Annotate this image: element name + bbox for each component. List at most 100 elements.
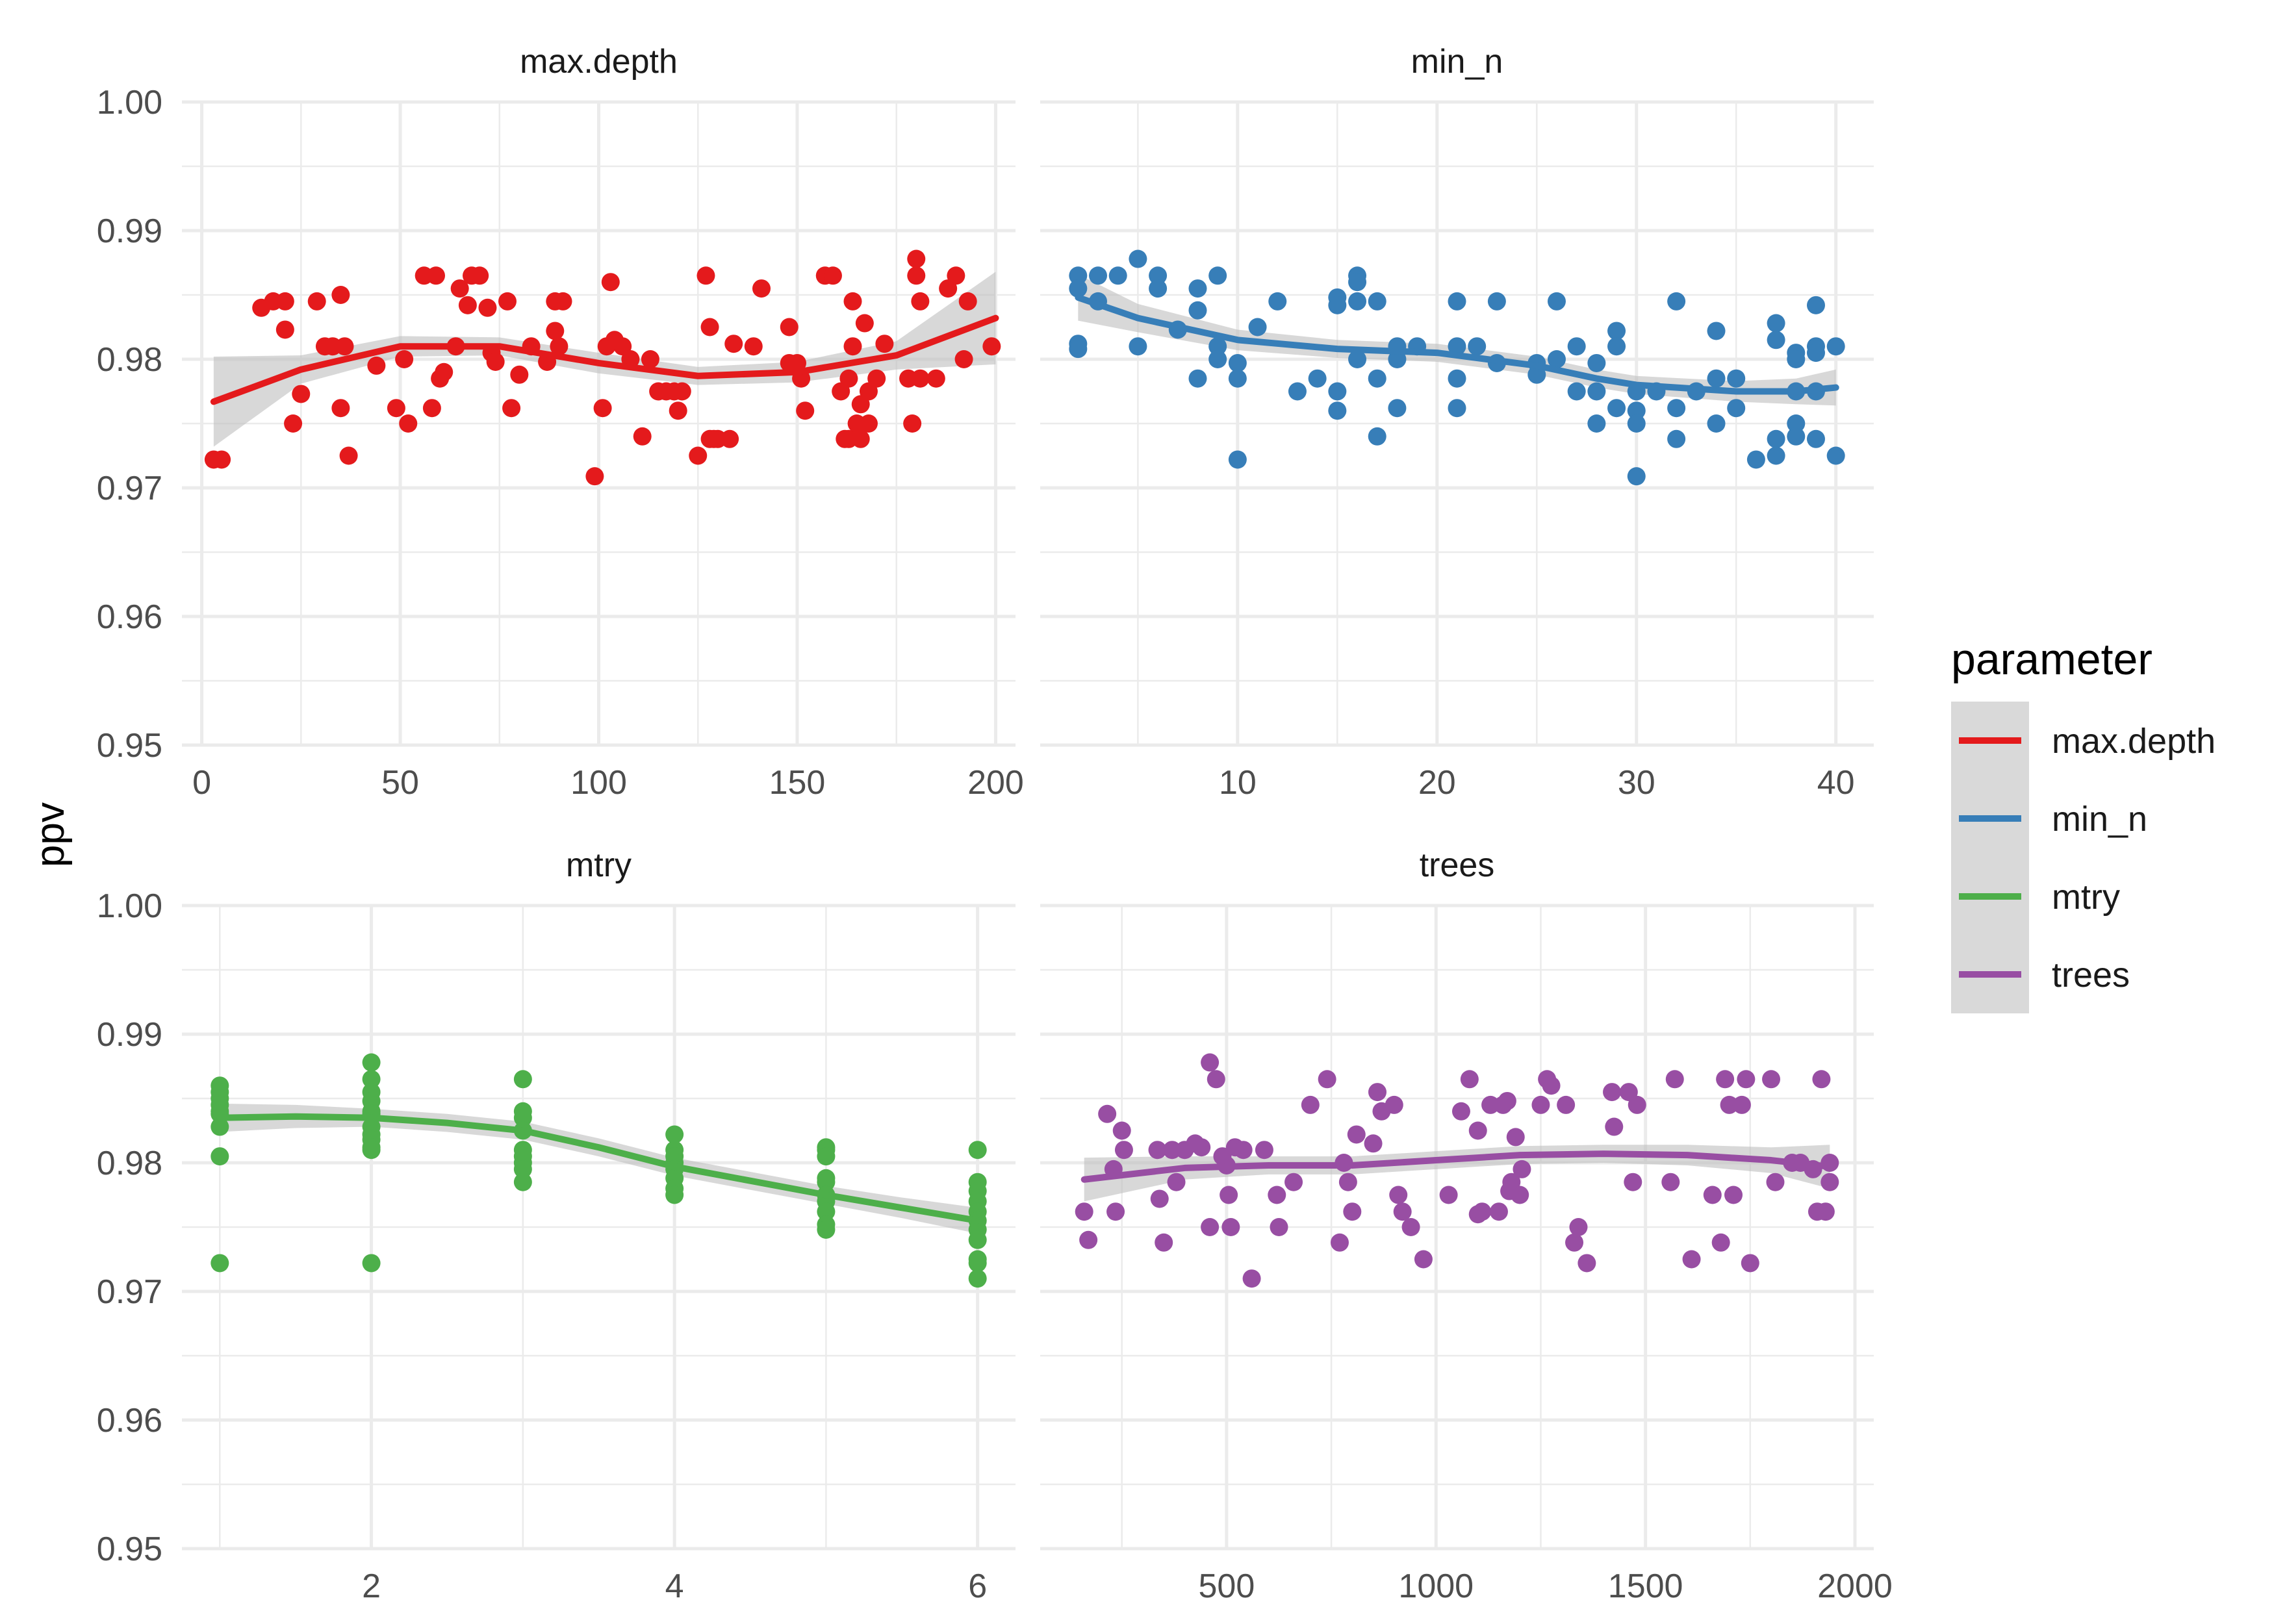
data-point bbox=[212, 450, 231, 469]
data-point bbox=[1624, 1173, 1642, 1191]
data-point bbox=[1129, 337, 1147, 356]
data-point bbox=[513, 1108, 532, 1127]
data-point bbox=[982, 337, 1001, 356]
x-tick-label: 4 bbox=[665, 1567, 684, 1605]
data-point bbox=[1150, 1189, 1169, 1208]
data-point bbox=[331, 286, 350, 304]
data-point bbox=[1816, 1202, 1835, 1221]
data-point bbox=[1787, 350, 1806, 368]
data-point bbox=[1605, 1117, 1624, 1136]
data-point bbox=[1242, 1269, 1261, 1288]
data-point bbox=[1711, 1233, 1730, 1252]
data-point bbox=[724, 335, 743, 353]
data-point bbox=[1228, 369, 1247, 388]
data-point bbox=[498, 292, 517, 311]
data-point bbox=[817, 1147, 836, 1166]
data-point bbox=[1268, 1186, 1286, 1204]
y-tick-label: 0.97 bbox=[97, 470, 162, 507]
data-point bbox=[1188, 369, 1207, 388]
data-point bbox=[1587, 353, 1606, 372]
data-point bbox=[1268, 292, 1287, 311]
data-point bbox=[427, 266, 446, 285]
data-point bbox=[1348, 350, 1367, 368]
data-point bbox=[211, 1254, 229, 1273]
data-point bbox=[1149, 266, 1168, 285]
data-point bbox=[554, 292, 572, 311]
data-point bbox=[1388, 350, 1407, 368]
data-point bbox=[1627, 414, 1646, 433]
x-tick-label: 150 bbox=[769, 764, 826, 802]
data-point bbox=[1607, 399, 1626, 418]
data-point bbox=[546, 322, 565, 340]
panel-trees: trees 500 1000 1500 2000 bbox=[1040, 846, 1893, 1605]
data-point bbox=[1513, 1160, 1531, 1178]
data-point bbox=[1330, 1233, 1349, 1252]
data-point bbox=[362, 1070, 381, 1089]
data-point bbox=[362, 1254, 381, 1273]
data-point bbox=[1401, 1218, 1420, 1236]
data-point bbox=[1201, 1218, 1220, 1236]
data-point bbox=[458, 296, 477, 314]
x-tick-label: 30 bbox=[1618, 764, 1655, 802]
data-point bbox=[1720, 1095, 1739, 1114]
data-point bbox=[817, 1202, 836, 1221]
data-point bbox=[1628, 1095, 1646, 1114]
confidence-band bbox=[213, 272, 996, 447]
data-point bbox=[1767, 429, 1785, 448]
data-point bbox=[1473, 1202, 1492, 1221]
data-point bbox=[1547, 292, 1566, 311]
data-point bbox=[1368, 427, 1386, 446]
data-point bbox=[1201, 1053, 1220, 1072]
data-point bbox=[1220, 1186, 1238, 1204]
y-tick-label: 0.97 bbox=[97, 1273, 162, 1311]
data-point bbox=[1328, 296, 1347, 314]
data-point bbox=[633, 427, 652, 446]
data-point bbox=[780, 318, 798, 336]
data-point bbox=[1368, 369, 1386, 388]
data-point bbox=[1301, 1095, 1320, 1114]
data-point bbox=[1787, 427, 1806, 446]
x-tick-label: 200 bbox=[967, 764, 1024, 802]
x-tick-label: 0 bbox=[192, 764, 211, 802]
data-point bbox=[1112, 1121, 1131, 1140]
data-point bbox=[1347, 1125, 1366, 1144]
data-point bbox=[752, 279, 771, 298]
data-point bbox=[851, 429, 870, 448]
smooth-line bbox=[1075, 294, 1839, 395]
data-point bbox=[284, 414, 303, 433]
data-point bbox=[1767, 446, 1785, 465]
data-point bbox=[1079, 1230, 1098, 1249]
data-point bbox=[1806, 296, 1825, 314]
data-point bbox=[1565, 1233, 1584, 1252]
data-point bbox=[843, 337, 862, 356]
data-point bbox=[911, 292, 930, 311]
data-point bbox=[1393, 1202, 1412, 1221]
data-point bbox=[1270, 1218, 1288, 1236]
data-point bbox=[1188, 279, 1207, 298]
data-point bbox=[1368, 292, 1386, 311]
data-point bbox=[331, 399, 350, 418]
data-point bbox=[1207, 1070, 1225, 1089]
data-point bbox=[1732, 1095, 1751, 1114]
data-point bbox=[275, 320, 294, 339]
data-point bbox=[1547, 350, 1566, 368]
y-tick-label: 1.00 bbox=[97, 84, 162, 121]
data-point bbox=[1787, 414, 1806, 433]
data-point bbox=[387, 399, 405, 418]
data-point bbox=[1567, 382, 1586, 401]
data-point bbox=[1542, 1076, 1561, 1095]
data-point bbox=[1511, 1186, 1529, 1204]
data-point bbox=[1385, 1095, 1403, 1114]
data-point bbox=[958, 292, 977, 311]
data-point bbox=[1489, 1202, 1508, 1221]
y-tick-label: 1.00 bbox=[97, 887, 162, 925]
data-point bbox=[1665, 1070, 1684, 1089]
data-point bbox=[486, 352, 505, 371]
data-point bbox=[1806, 429, 1825, 448]
data-point bbox=[367, 356, 386, 375]
y-tick-label: 0.95 bbox=[97, 727, 162, 765]
y-axis-title: ppv bbox=[28, 802, 73, 867]
strip-label: trees bbox=[1420, 846, 1495, 884]
data-point bbox=[665, 1125, 684, 1144]
